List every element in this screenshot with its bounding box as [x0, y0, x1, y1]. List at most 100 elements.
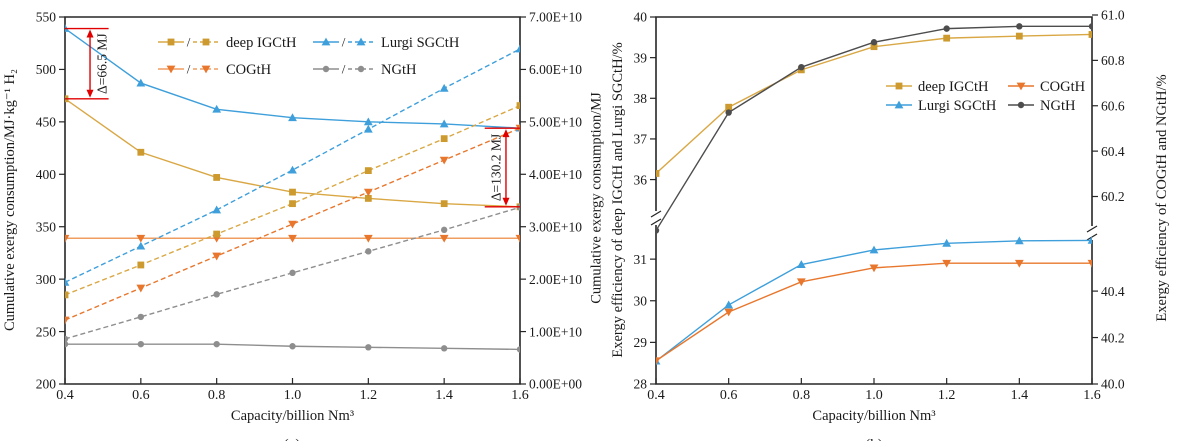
marker-triangle-down	[869, 264, 879, 273]
y-left-tick-label: 28	[634, 377, 648, 392]
y-right-tick-label: 1.00E+10	[529, 324, 582, 339]
y-left-tick-label: 250	[36, 324, 57, 339]
marker-square	[364, 167, 372, 175]
marker-triangle-down	[65, 234, 70, 243]
marker-circle	[137, 340, 145, 348]
legend-separator: /	[187, 62, 191, 77]
marker-circle	[137, 313, 145, 321]
y-left-tick-label: 550	[36, 10, 57, 25]
y-left-tick-label: 29	[634, 335, 648, 350]
marker-triangle-down	[515, 234, 520, 243]
y-right-tick-label: 2.00E+10	[529, 272, 582, 287]
legend-label: COGtH	[1040, 79, 1086, 95]
x-tick-label: 1.4	[435, 388, 453, 403]
marker-triangle-down	[136, 284, 146, 293]
marker-square	[656, 170, 660, 177]
marker-square	[1088, 31, 1092, 38]
marker-square	[289, 200, 296, 208]
legend-separator: /	[342, 35, 346, 50]
plot-frame	[655, 16, 1093, 385]
y-right-tick-label: 4.00E+10	[529, 167, 582, 182]
legend-separator: /	[187, 35, 191, 50]
y-right-tick-label: 3.00E+10	[529, 219, 582, 234]
marker-square	[137, 261, 145, 269]
marker-square	[1015, 32, 1023, 40]
marker-circle	[440, 226, 448, 234]
y-right-tick-label: 5.00E+10	[529, 115, 582, 130]
annotation-1: Δ=130.2 MJ	[484, 127, 520, 208]
legend-item-cogth: / COGtH	[158, 62, 272, 78]
marker-circle	[870, 39, 878, 46]
series-line	[656, 25, 1092, 231]
legend-label: NGtH	[381, 62, 417, 78]
series-cogth-dashed	[65, 124, 520, 325]
marker-circle	[65, 340, 69, 348]
marker-triangle-down	[656, 357, 661, 366]
series-deep-igcth-dashed	[65, 102, 520, 299]
x-tick-label: 1.2	[938, 388, 956, 403]
y-left-tick-label: 40	[634, 10, 648, 25]
marker-triangle-up	[942, 238, 952, 247]
marker-triangle-down	[363, 234, 373, 243]
marker-square	[65, 291, 69, 299]
series-ngth-dashed	[65, 204, 520, 343]
y-left-tick-label: 450	[36, 115, 57, 130]
y-left-tick-label: 31	[634, 252, 648, 267]
marker-triangle-down	[796, 278, 806, 287]
marker-triangle-up	[363, 124, 373, 133]
legend-item-deep-igcth: / deep IGCtH	[158, 35, 297, 51]
marker-circle	[1016, 23, 1023, 30]
y-left-tick-label: 200	[36, 377, 57, 392]
marker-triangle-down	[439, 234, 449, 243]
marker-circle	[213, 340, 220, 348]
y-right-tick-label: 60.6	[1101, 98, 1125, 113]
marker-circle	[365, 248, 372, 255]
legend-label: COGtH	[226, 62, 272, 78]
marker-circle	[1017, 101, 1025, 109]
annotation-0: Δ=66.5 MJ	[65, 27, 110, 100]
marker-triangle-up	[136, 78, 146, 87]
legend-label: NGtH	[1040, 98, 1076, 114]
legend-label: Lurgi SGCtH	[918, 98, 997, 114]
y-left-tick-label: 38	[634, 91, 648, 106]
series-ngth-solid	[65, 340, 520, 353]
annotation-arrowhead-down	[502, 197, 510, 206]
x-tick-label: 1.6	[1083, 388, 1101, 403]
series-line	[656, 262, 1092, 362]
y-left-tick-label: 39	[634, 50, 648, 65]
marker-triangle-down	[515, 124, 520, 133]
marker-circle	[65, 335, 69, 343]
legend-label: Lurgi SGCtH	[381, 35, 460, 51]
marker-circle	[440, 345, 448, 352]
annotation-arrowhead-down	[86, 89, 94, 98]
axis-break-mask	[651, 211, 661, 225]
marker-square	[289, 188, 296, 196]
marker-square	[364, 195, 372, 202]
legend: / deep IGCtH / Lurgi SGCtH / COGtH / NGtH	[158, 35, 460, 78]
legend-item-deep-igcth: deep IGCtH	[886, 79, 989, 95]
x-axis-title: Capacity/billion Nm³	[812, 408, 936, 424]
x-tick-label: 1.2	[360, 388, 378, 403]
marker-square	[167, 38, 175, 46]
y-left-tick-label: 300	[36, 272, 57, 287]
panel-caption: (b)	[865, 437, 883, 441]
y-right-tick-label: 60.4	[1101, 144, 1125, 159]
x-tick-label: 1.6	[511, 388, 529, 403]
series-lurgi-sgcth-dashed	[65, 44, 520, 286]
marker-square	[213, 174, 221, 181]
marker-triangle-down	[212, 252, 222, 261]
marker-circle	[656, 227, 660, 234]
marker-triangle-up	[515, 44, 520, 53]
marker-triangle-down	[288, 220, 297, 229]
y-axis-title-right: Exergy efficiency of COGtH and NGtH/%	[1154, 74, 1170, 321]
y-right-tick-label: 60.2	[1101, 189, 1125, 204]
marker-circle	[725, 109, 732, 116]
x-tick-label: 0.8	[793, 388, 811, 403]
marker-triangle-up	[288, 165, 297, 174]
legend-item-cogth: COGtH	[1008, 79, 1086, 95]
y-left-tick-label: 30	[634, 293, 648, 308]
marker-square	[516, 102, 520, 110]
marker-circle	[322, 65, 330, 73]
marker-circle	[357, 65, 365, 73]
y-left-tick-label: 400	[36, 167, 57, 182]
